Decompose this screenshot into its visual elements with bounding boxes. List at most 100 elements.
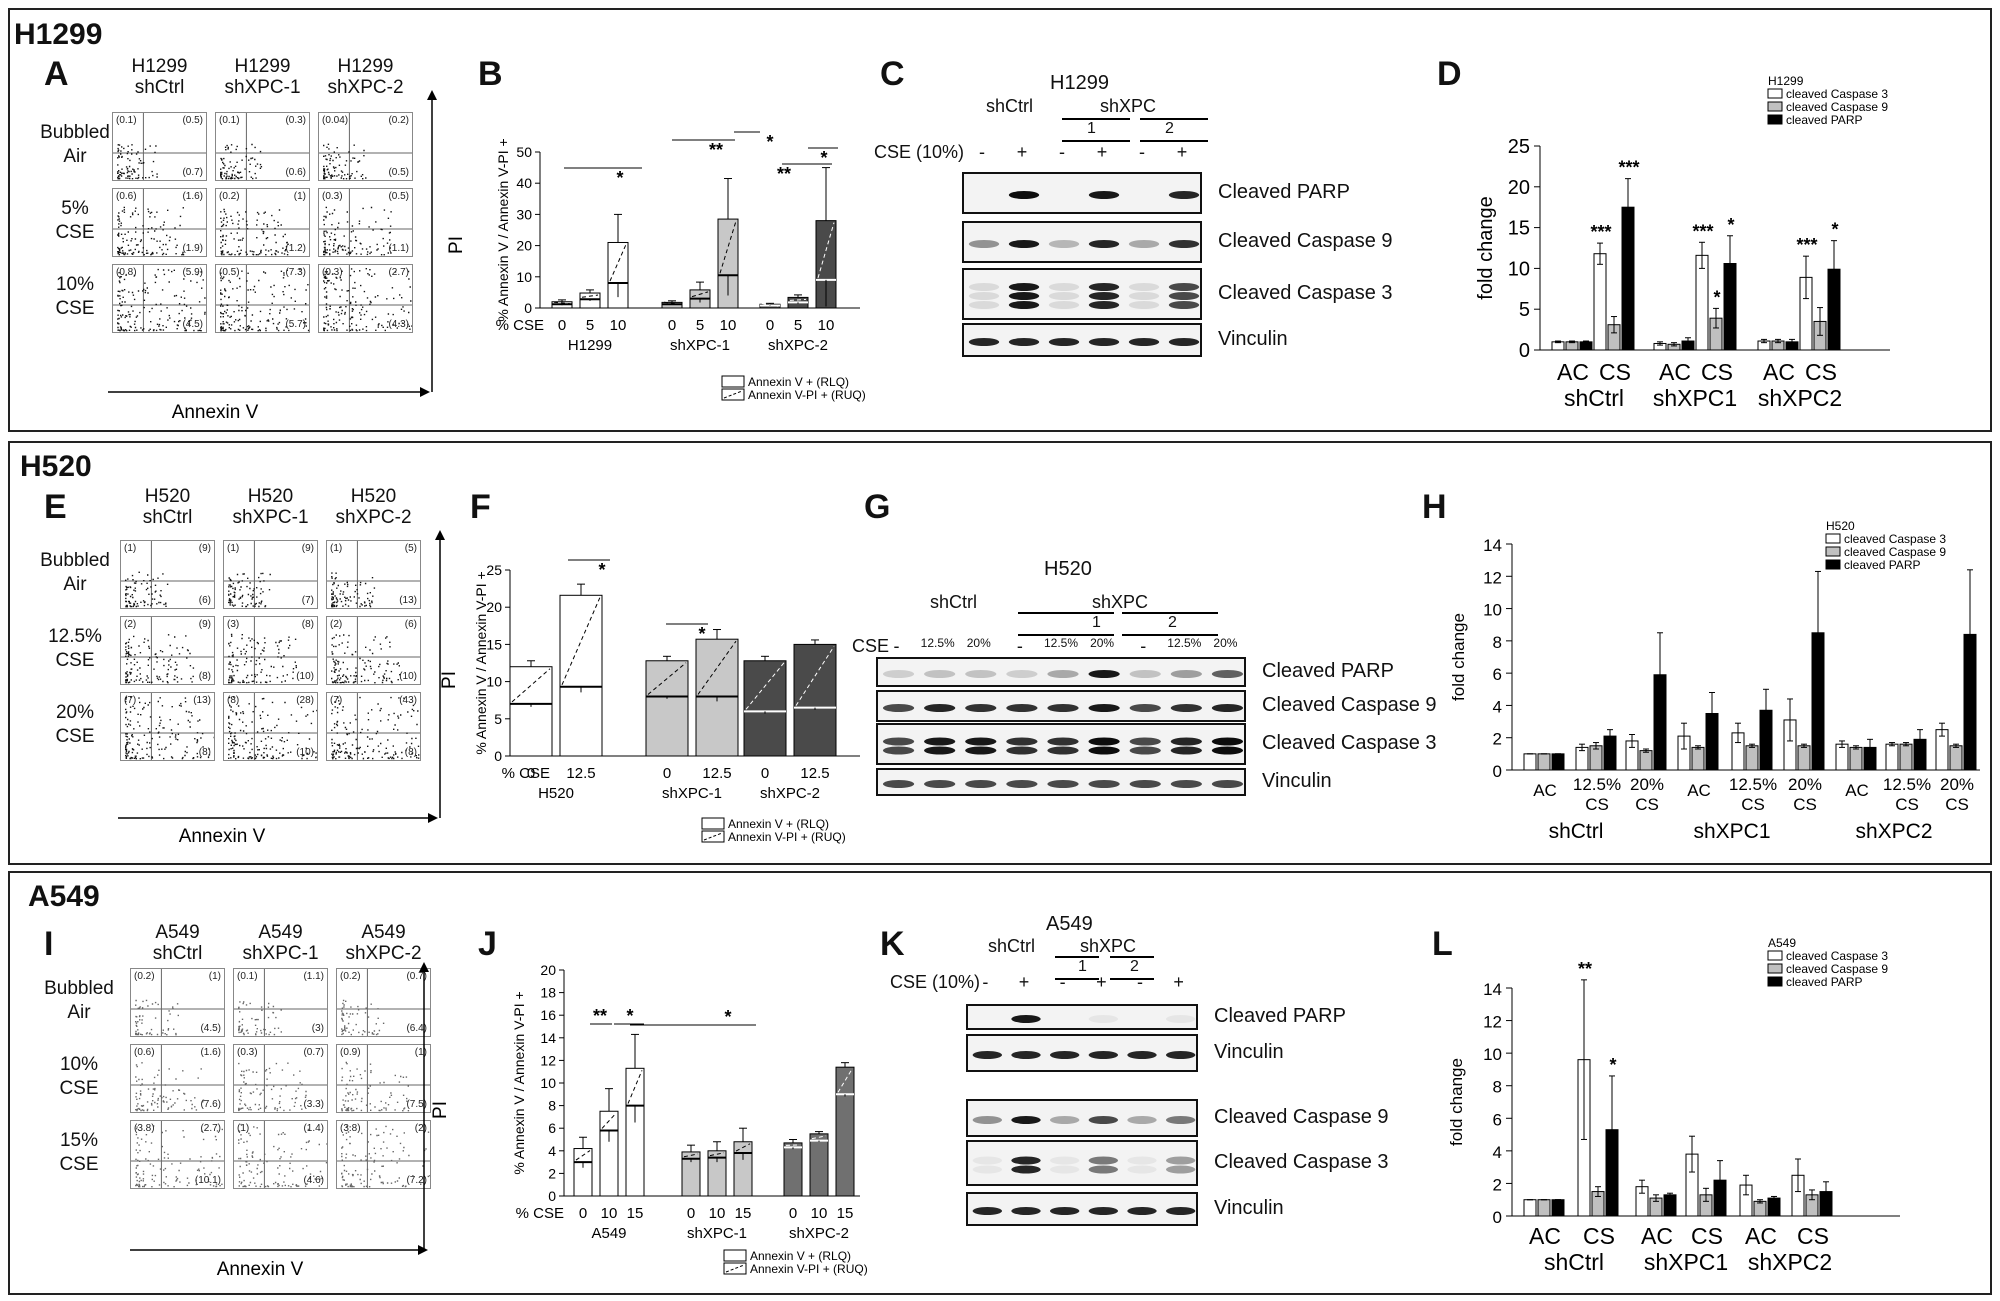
- y-tick-label: 4: [548, 1143, 556, 1159]
- y-tick-label: 5: [494, 711, 502, 727]
- flow-scatter: [234, 1045, 327, 1112]
- quadrant-lr-value: (10): [399, 671, 417, 682]
- bar-ruq: [607, 241, 629, 284]
- scatter-dots: [135, 1125, 223, 1188]
- bar: [1835, 743, 1849, 771]
- group-label: shXPC1: [1644, 1249, 1728, 1275]
- flow-scatter: [327, 541, 420, 608]
- y-tick-label: 0: [1493, 762, 1502, 781]
- band: [968, 283, 1000, 291]
- bar-hatch: [837, 1068, 853, 1093]
- band: [1047, 670, 1079, 678]
- legend-swatch: [721, 388, 745, 401]
- group-label: shXPC-2: [789, 1225, 849, 1242]
- flow-scatter: [216, 189, 309, 256]
- bar-hatch: [561, 597, 601, 686]
- section-title-h1299: H1299: [14, 18, 103, 51]
- flow-row-label: 20% CSE: [30, 701, 120, 749]
- sig-marker: ***: [1796, 235, 1817, 255]
- blot-bands: [972, 1207, 1196, 1215]
- band: [1088, 1156, 1119, 1165]
- band: [1011, 1015, 1041, 1023]
- flow-scatter: [224, 693, 317, 760]
- x-tick-label: 10: [601, 1205, 618, 1222]
- legend-swatch: [721, 375, 745, 388]
- band: [1168, 338, 1200, 346]
- blot-band-label: Cleaved PARP: [1218, 181, 1350, 203]
- flow-scatter: [216, 113, 309, 180]
- blot-band-label: Cleaved Caspase 3: [1262, 732, 1437, 754]
- lane-treatment: -: [982, 972, 989, 992]
- quadrant-lr-value: (4.5): [200, 1023, 221, 1034]
- band: [1049, 1156, 1080, 1165]
- quadrant-ul-value: (3.8): [134, 1123, 155, 1134]
- band: [1049, 1207, 1080, 1215]
- flow-col-line: H1299: [131, 56, 188, 77]
- blot-group-label: shXPC: [1100, 96, 1157, 116]
- flow-row-line: Air: [63, 573, 87, 595]
- x-tick-label: AC: [1845, 781, 1869, 800]
- band: [1168, 283, 1200, 291]
- flow-scatter: [319, 113, 412, 180]
- y-tick-label: 10: [1508, 258, 1530, 280]
- lane-treatment: +: [1018, 972, 1030, 992]
- y-tick-label: 6: [1493, 1110, 1502, 1129]
- x-tick-label: CS: [1599, 359, 1631, 385]
- sig-marker: **: [709, 140, 723, 160]
- panel-label-i: I: [44, 925, 54, 963]
- y-tick-label: 15: [486, 636, 502, 652]
- band: [1128, 283, 1160, 291]
- blot-group-label: shCtrl: [988, 936, 1036, 956]
- x-prefix-label: % CSE: [516, 1205, 564, 1222]
- flow-scatter: [216, 265, 309, 332]
- quadrant-ul-value: (0.2): [134, 971, 155, 982]
- flow-plot: (0.2) (1) (1.2): [215, 188, 310, 257]
- y-tick-label: 2: [1493, 1175, 1502, 1194]
- quadrant-lr-value: (8): [404, 747, 417, 758]
- band: [1211, 780, 1244, 788]
- legend-label: Annexin V-PI + (RUQ): [728, 830, 846, 844]
- bar: [1593, 253, 1607, 351]
- band: [1049, 1116, 1080, 1124]
- blot-group-label: shXPC: [1092, 592, 1149, 612]
- panel-label-g: G: [864, 488, 891, 526]
- flow-plot: (0.3) (0.5) (1.1): [318, 188, 413, 257]
- flow-plot: (0.8) (5.9) (4.5): [112, 264, 207, 333]
- y-tick-label: 15: [1508, 218, 1530, 240]
- blot-band-label: Vinculin: [1262, 770, 1332, 792]
- legend-label: cleaved Caspase 9: [1786, 100, 1888, 114]
- quadrant-ur-value: (9): [198, 619, 211, 630]
- blot-group-label: shCtrl: [986, 96, 1034, 116]
- flow-plot: (0.1) (0.3) (0.6): [215, 112, 310, 181]
- group-label: shXPC-2: [760, 785, 820, 802]
- band: [1011, 1207, 1041, 1215]
- flow-col-line: shXPC-1: [242, 943, 319, 964]
- bar: [1949, 745, 1963, 771]
- band: [1165, 1116, 1196, 1124]
- quadrant-ur-value: (9): [301, 543, 314, 554]
- flow-scatter: [131, 1121, 224, 1188]
- flow-plot: (3.8) (2) (7.2): [336, 1120, 431, 1189]
- quadrant-ur-value: (0.7): [406, 971, 427, 982]
- bar: [1767, 1197, 1781, 1217]
- legend-label: Annexin V-PI + (RUQ): [748, 388, 866, 402]
- bar-hatch: [683, 1153, 699, 1158]
- y-tick-label: 6: [1493, 665, 1502, 684]
- legend-label: cleaved PARP: [1786, 975, 1862, 989]
- group-label: H1299: [568, 337, 612, 354]
- blot-subgroup-line: [1018, 634, 1114, 636]
- quadrant-lr-value: (0.7): [182, 167, 203, 178]
- legend-label: cleaved Caspase 3: [1786, 87, 1888, 101]
- sig-marker: **: [1578, 959, 1592, 979]
- blot-strip: [966, 1140, 1198, 1186]
- bar: [1691, 746, 1705, 771]
- blot-subgroup-label: 1: [1087, 120, 1096, 137]
- band: [1008, 240, 1040, 248]
- legend-swatch: [701, 817, 725, 830]
- bar-hatch: [811, 1135, 827, 1140]
- x-tick-label: AC: [1745, 1223, 1777, 1249]
- x-tick-label: AC: [1687, 781, 1711, 800]
- flow-row-line: CSE: [59, 1153, 99, 1175]
- quadrant-lr-value: (0.5): [388, 167, 409, 178]
